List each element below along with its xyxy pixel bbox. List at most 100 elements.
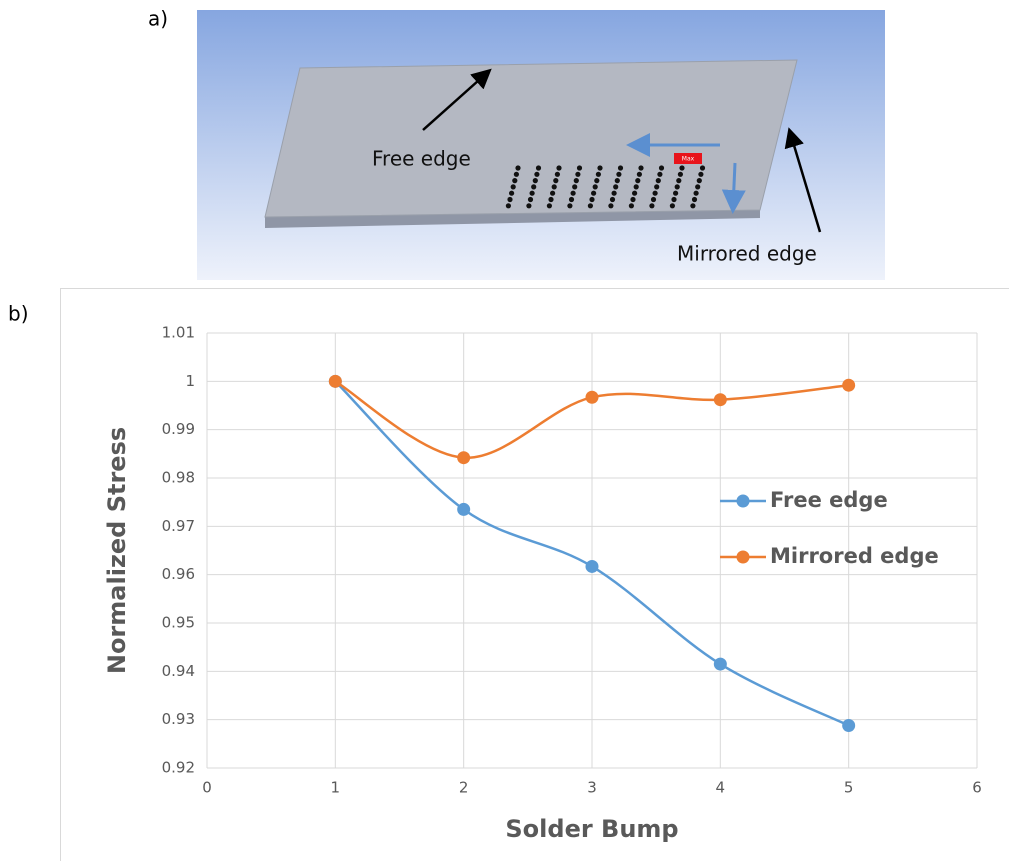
solder-bump — [698, 172, 703, 177]
free-edge-label: Free edge — [372, 147, 471, 171]
solder-bump — [553, 178, 558, 183]
x-tick-label: 4 — [716, 779, 726, 797]
solder-bump — [695, 184, 700, 189]
solder-bump — [512, 178, 517, 183]
solder-bump — [608, 203, 613, 208]
solder-bump — [637, 172, 642, 177]
solder-bump — [656, 178, 661, 183]
solder-bump — [692, 197, 697, 202]
solder-bump — [616, 172, 621, 177]
solder-bump — [597, 165, 602, 170]
solder-bump — [547, 203, 552, 208]
solder-bump — [556, 165, 561, 170]
y-tick-label: 0.93 — [162, 710, 195, 728]
solder-bump — [651, 197, 656, 202]
solder-bump — [571, 191, 576, 196]
panel-label: b) — [8, 302, 29, 326]
solder-bump — [593, 184, 598, 189]
diagram: Max Free edge Mirrored edge — [197, 10, 885, 280]
solder-bump — [618, 165, 623, 170]
solder-bump — [638, 165, 643, 170]
solder-bump — [589, 197, 594, 202]
solder-bump — [509, 191, 514, 196]
y-tick-label: 0.99 — [162, 420, 195, 438]
solder-bump — [676, 178, 681, 183]
solder-bump — [555, 172, 560, 177]
solder-bump — [511, 184, 516, 189]
solder-bump — [572, 184, 577, 189]
solder-bump — [594, 178, 599, 183]
solder-bump — [673, 191, 678, 196]
solder-bump — [515, 165, 520, 170]
solder-bump — [569, 197, 574, 202]
solder-bump — [574, 178, 579, 183]
solder-bump — [531, 184, 536, 189]
solder-bump — [530, 191, 535, 196]
panel-label: a) — [148, 7, 168, 31]
solder-bump — [649, 203, 654, 208]
solder-bump — [507, 197, 512, 202]
legend-marker — [737, 495, 750, 508]
mirrored-edge-label: Mirrored edge — [677, 242, 817, 266]
solder-bump — [675, 184, 680, 189]
y-tick-label: 0.96 — [162, 565, 195, 583]
legend-label: Mirrored edge — [770, 544, 939, 568]
solder-bump — [536, 165, 541, 170]
solder-bump — [635, 178, 640, 183]
solder-bump — [588, 203, 593, 208]
solder-bump — [697, 178, 702, 183]
solder-bump — [630, 197, 635, 202]
y-tick-label: 0.97 — [162, 517, 195, 535]
solder-bump — [550, 191, 555, 196]
solder-bump — [657, 172, 662, 177]
data-point — [714, 658, 727, 671]
solder-bump — [634, 184, 639, 189]
solder-bump — [670, 203, 675, 208]
x-tick-label: 2 — [459, 779, 469, 797]
y-tick-label: 1.01 — [162, 324, 195, 342]
data-point — [586, 391, 599, 404]
y-tick-label: 0.92 — [162, 759, 195, 777]
figure: a) Max Free edge Mirrored edge b) 0.92 0.… — [0, 0, 1009, 861]
x-tick-label: 1 — [331, 779, 341, 797]
legend-marker — [737, 551, 750, 564]
solder-bump — [533, 178, 538, 183]
solder-bump — [694, 191, 699, 196]
data-point — [714, 393, 727, 406]
x-tick-label: 3 — [587, 779, 597, 797]
solder-bump — [591, 191, 596, 196]
y-tick-label: 0.95 — [162, 614, 195, 632]
solder-bump — [528, 197, 533, 202]
solder-bump — [629, 203, 634, 208]
data-point — [842, 719, 855, 732]
solder-bump — [671, 197, 676, 202]
solder-bump — [548, 197, 553, 202]
solder-bump — [653, 191, 658, 196]
solder-bump — [632, 191, 637, 196]
solder-bump — [659, 165, 664, 170]
y-axis-title: Normalized Stress — [103, 427, 131, 674]
solder-bump — [615, 178, 620, 183]
max-tag-label: Max — [682, 156, 695, 163]
arrow — [733, 163, 735, 208]
solder-bump — [596, 172, 601, 177]
y-tick-label: 0.98 — [162, 469, 195, 487]
solder-bump — [514, 172, 519, 177]
solder-bump — [534, 172, 539, 177]
solder-bump — [567, 203, 572, 208]
solder-bump — [577, 165, 582, 170]
solder-bump — [654, 184, 659, 189]
solder-bump — [690, 203, 695, 208]
x-axis-title: Solder Bump — [505, 815, 678, 843]
x-tick-label: 5 — [844, 779, 854, 797]
data-point — [457, 451, 470, 464]
solder-bump — [526, 203, 531, 208]
legend-label: Free edge — [770, 488, 888, 512]
x-tick-label: 6 — [972, 779, 982, 797]
solder-bump — [506, 203, 511, 208]
x-tick-label: 0 — [202, 779, 212, 797]
data-point — [842, 379, 855, 392]
solder-bump — [612, 191, 617, 196]
data-point — [457, 503, 470, 516]
